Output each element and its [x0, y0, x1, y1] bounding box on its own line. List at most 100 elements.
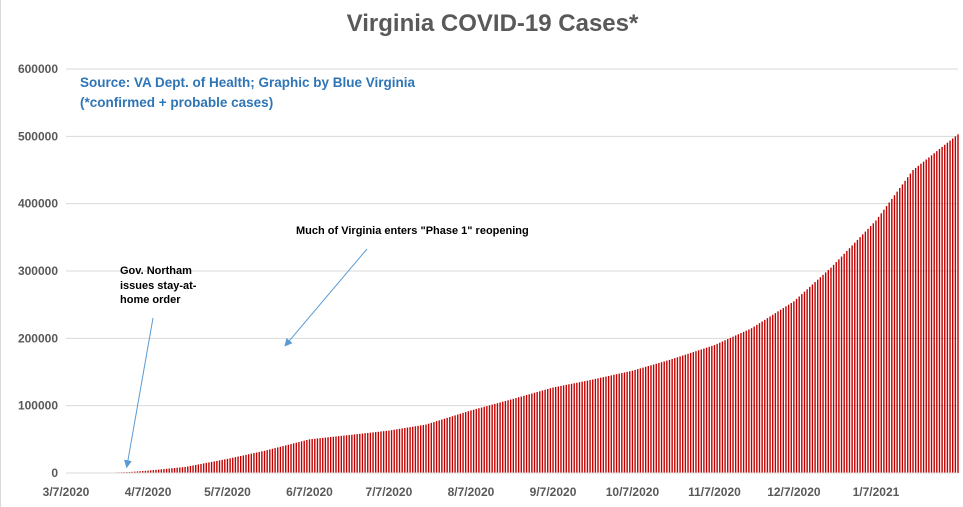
bar	[449, 417, 451, 473]
bar	[721, 341, 724, 473]
bar	[507, 400, 509, 473]
bar	[139, 471, 141, 473]
bar	[795, 298, 798, 473]
bar	[817, 279, 819, 473]
bar	[652, 364, 655, 473]
bar	[192, 465, 194, 473]
bar	[147, 470, 149, 473]
bar	[565, 384, 567, 473]
bar	[380, 431, 382, 473]
bar	[570, 383, 573, 473]
bar	[271, 448, 274, 473]
bar	[348, 435, 350, 473]
bar	[904, 180, 906, 473]
bar	[742, 331, 745, 473]
bar	[438, 420, 440, 473]
bar	[655, 363, 657, 473]
annotation-arrow	[284, 248, 368, 347]
x-tick-label: 10/7/2020	[606, 485, 660, 499]
bar	[300, 441, 303, 473]
bar	[152, 470, 155, 473]
bar	[332, 436, 335, 473]
bar	[824, 272, 827, 473]
bar	[862, 234, 864, 473]
bar	[819, 277, 822, 473]
bar	[745, 330, 747, 473]
bar	[917, 165, 919, 474]
y-tick-label: 500000	[18, 129, 58, 143]
bar	[337, 436, 340, 473]
bar	[922, 161, 925, 473]
bar	[689, 352, 692, 473]
bar	[705, 347, 708, 473]
bar	[290, 444, 292, 473]
x-tick-label: 5/7/2020	[204, 485, 251, 499]
bar	[226, 458, 229, 473]
bar	[298, 442, 300, 473]
bar	[224, 459, 226, 473]
y-tick-label: 400000	[18, 197, 58, 211]
bar	[528, 394, 530, 473]
bar	[594, 378, 597, 473]
bar	[523, 395, 525, 473]
bar	[687, 353, 689, 473]
source-note: Source: VA Dept. of Health; Graphic by B…	[80, 73, 415, 113]
bar	[512, 398, 515, 473]
bar	[671, 359, 673, 473]
bar	[719, 342, 721, 473]
bar	[491, 404, 493, 473]
bar	[650, 365, 652, 473]
bar	[679, 356, 681, 473]
bar	[581, 381, 583, 473]
bar	[811, 284, 814, 473]
bar	[284, 445, 287, 473]
bar	[584, 381, 586, 473]
bar	[851, 245, 853, 473]
bar	[157, 469, 160, 473]
y-tick-label: 200000	[18, 331, 58, 345]
bar	[531, 393, 533, 473]
bar	[676, 357, 679, 473]
bar	[592, 379, 594, 473]
bar	[740, 333, 742, 473]
bar	[361, 433, 364, 473]
bar	[663, 361, 665, 473]
bar	[486, 406, 488, 473]
bar	[549, 388, 552, 473]
bar	[200, 463, 202, 473]
bar	[840, 256, 843, 473]
bar	[427, 423, 430, 473]
bar	[287, 444, 290, 473]
bar	[539, 391, 541, 473]
bar	[615, 374, 618, 473]
bar	[896, 191, 898, 473]
bar	[864, 231, 867, 473]
x-tick-label: 3/7/2020	[43, 485, 90, 499]
bar	[496, 403, 499, 473]
bar	[711, 345, 713, 473]
bar	[695, 351, 697, 473]
bar	[306, 440, 308, 473]
bar	[367, 432, 369, 473]
bar	[703, 348, 705, 473]
bar	[610, 375, 612, 473]
bar	[229, 458, 231, 473]
bar	[634, 369, 636, 473]
cases-note-line: (*confirmed + probable cases)	[80, 95, 274, 110]
bar	[345, 435, 348, 473]
bar	[602, 377, 605, 473]
bar	[430, 422, 432, 473]
bar	[374, 432, 377, 473]
bar	[372, 432, 374, 473]
bar	[607, 375, 610, 473]
bar	[867, 228, 869, 473]
bar	[128, 471, 131, 473]
bar	[560, 385, 562, 473]
bar	[131, 471, 133, 473]
bar	[541, 390, 544, 473]
bar	[885, 206, 888, 473]
bar	[168, 468, 170, 473]
bar	[142, 471, 144, 473]
bar	[578, 382, 581, 473]
